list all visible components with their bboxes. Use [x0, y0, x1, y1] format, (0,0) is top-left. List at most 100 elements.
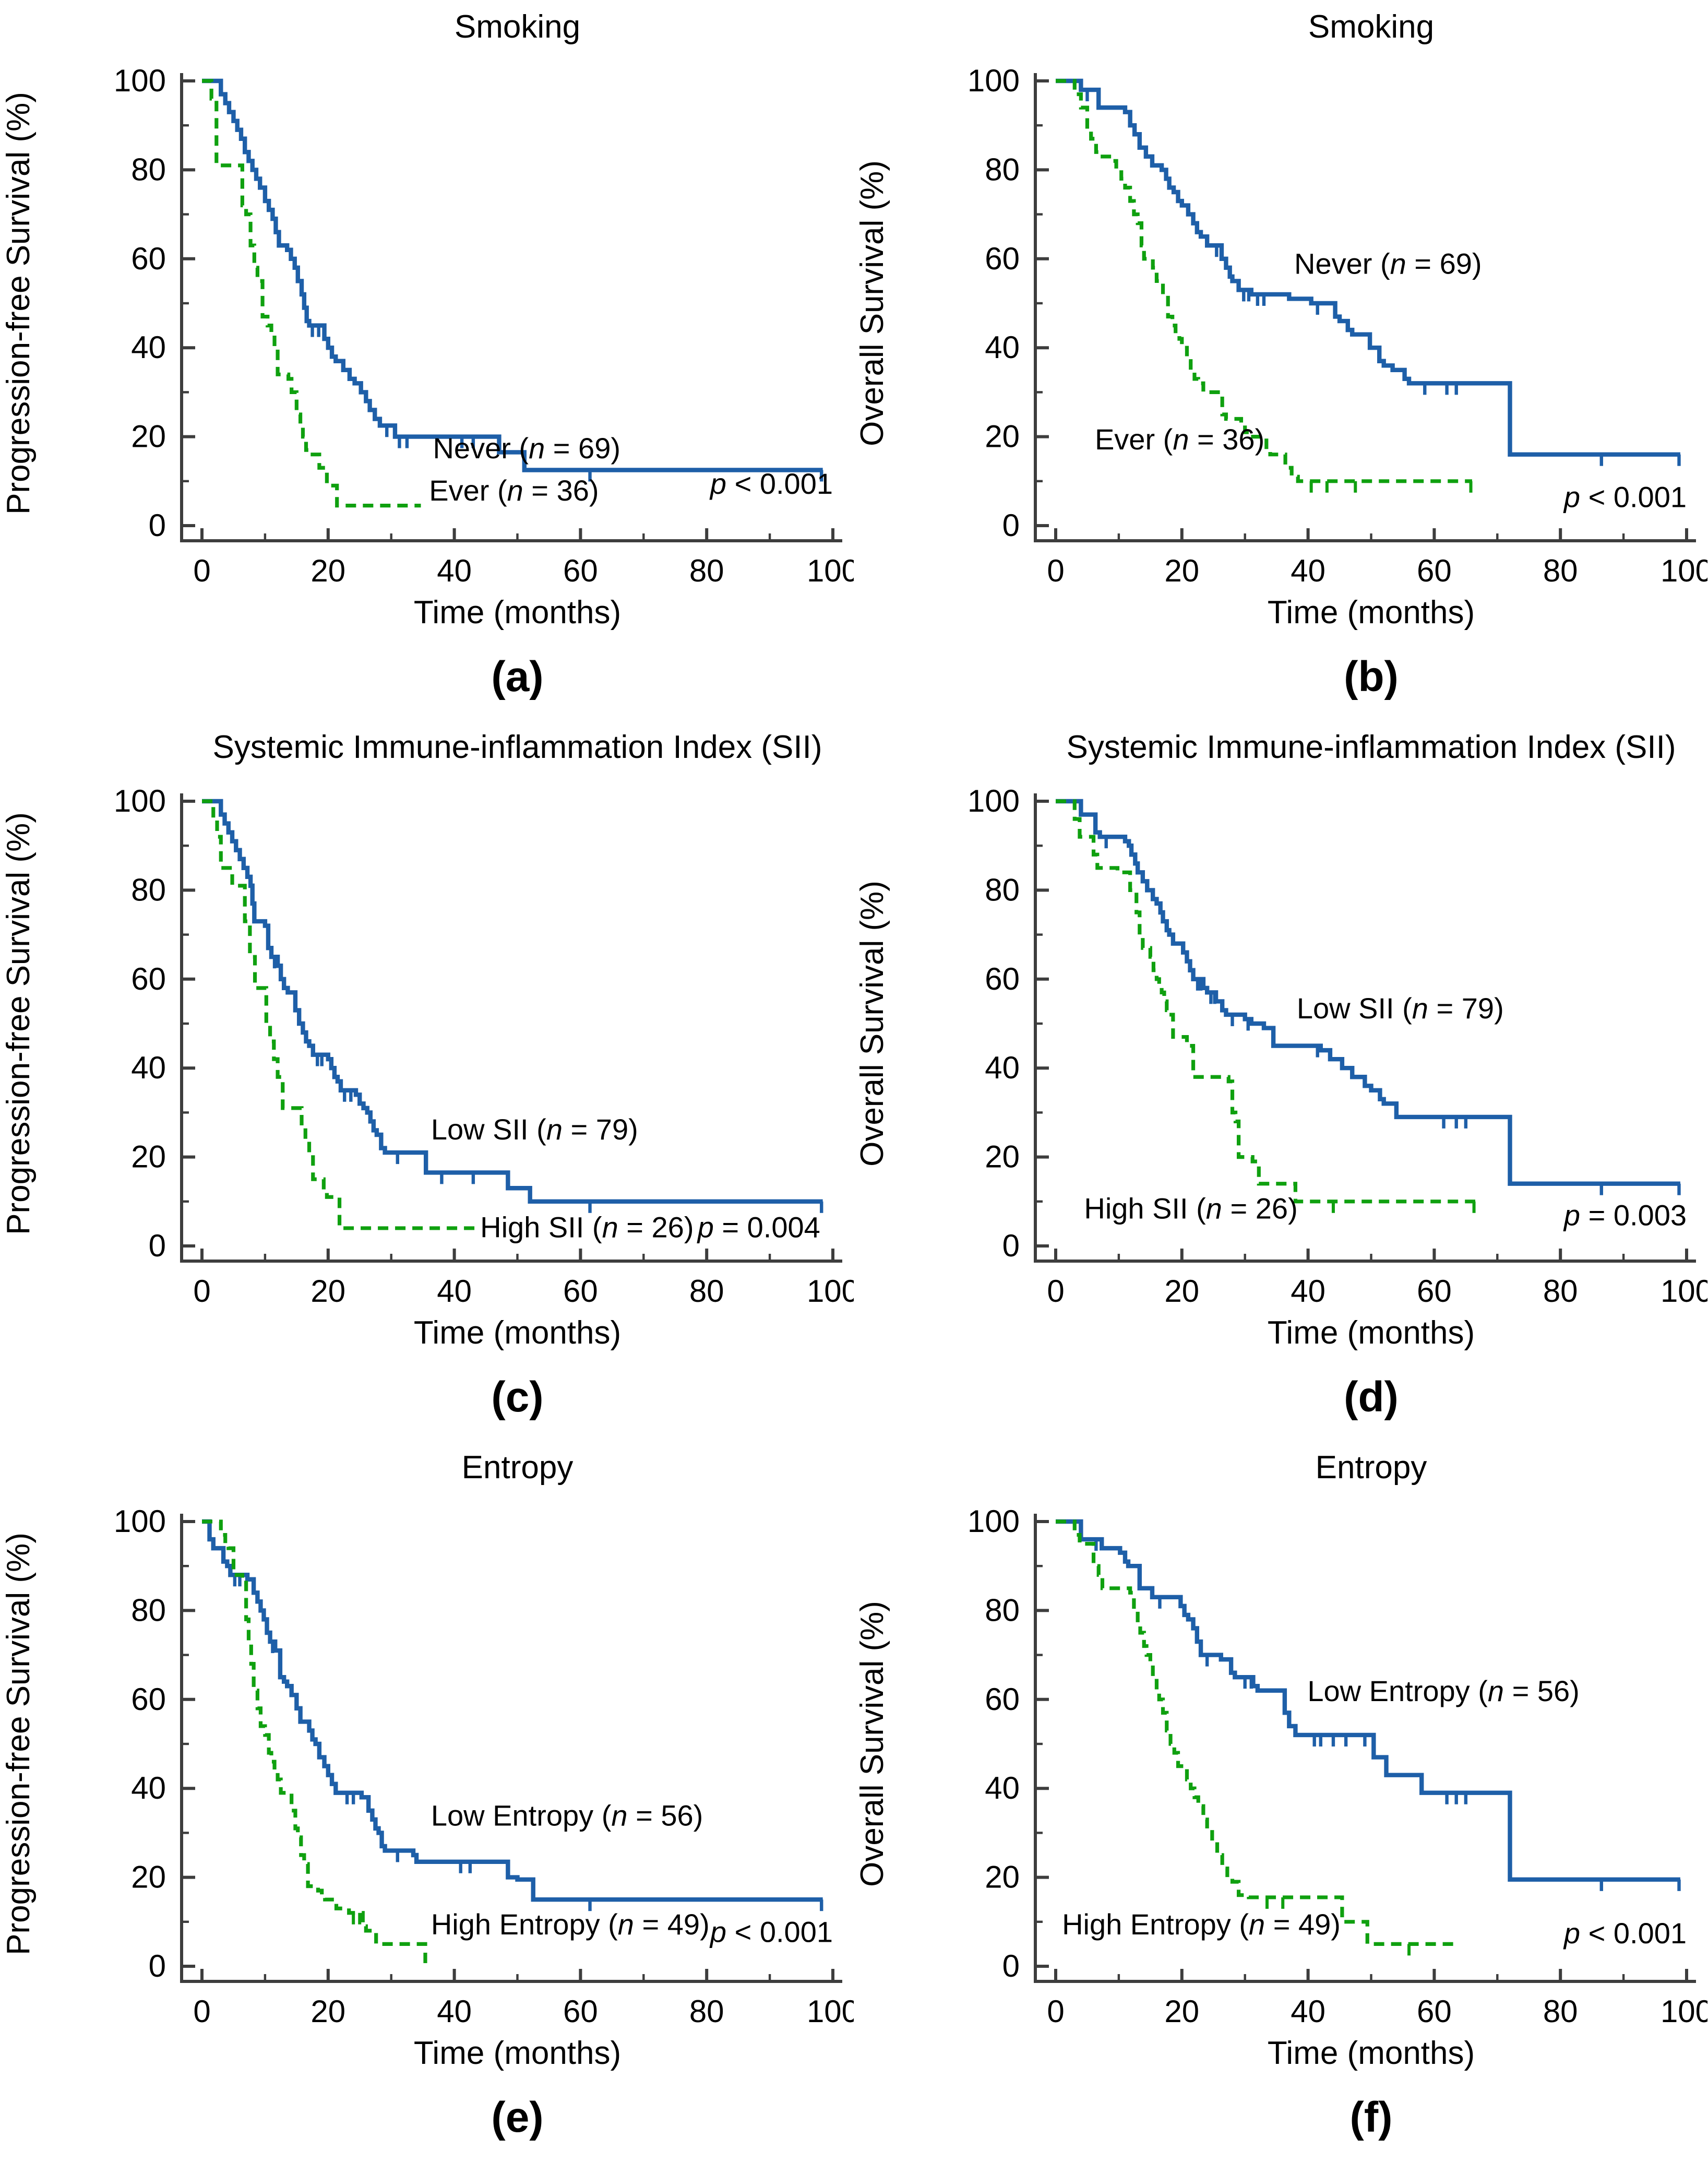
- series-label-never: Never (n = 69): [1294, 247, 1482, 280]
- series-label-never: Never (n = 69): [433, 432, 620, 465]
- axis-ticks: [182, 79, 834, 541]
- panel-title: Entropy: [1316, 1450, 1427, 1486]
- x-tick-label: 0: [193, 1274, 210, 1309]
- y-tick-label: 0: [149, 1228, 166, 1263]
- y-tick-label: 0: [1002, 508, 1020, 543]
- x-axis-label: Time (months): [1268, 1315, 1475, 1351]
- axes-frame: [1034, 793, 1696, 1263]
- y-tick-label: 80: [131, 152, 166, 187]
- p-value-label: p < 0.001: [1563, 1917, 1687, 1950]
- x-tick-label: 20: [310, 553, 345, 588]
- panel-letter: (e): [491, 2094, 543, 2141]
- x-tick-label: 100: [1661, 553, 1707, 588]
- y-tick-label: 40: [985, 1050, 1020, 1085]
- x-tick-label: 0: [1047, 1274, 1064, 1309]
- y-tick-label: 20: [131, 1139, 166, 1174]
- series-label-high-sii: High SII (n = 26): [1084, 1192, 1297, 1225]
- axis-ticks: [1035, 1520, 1688, 1981]
- panel-e: Entropy Progression-free Survival (%) Time…: [0, 1441, 854, 2161]
- x-tick-label: 80: [689, 553, 724, 588]
- p-value-label: p < 0.001: [1563, 481, 1687, 514]
- x-tick-label: 0: [1047, 553, 1064, 588]
- y-tick-label: 40: [131, 1771, 166, 1805]
- x-tick-label: 100: [807, 1274, 854, 1309]
- x-tick-label: 60: [1417, 553, 1452, 588]
- x-tick-label: 0: [193, 553, 210, 588]
- y-tick-label: 80: [985, 152, 1020, 187]
- series-label-low-entropy: Low Entropy (n = 56): [431, 1799, 703, 1832]
- y-tick-label: 80: [985, 872, 1020, 907]
- y-tick-label: 100: [968, 1504, 1020, 1539]
- axis-ticks: [1035, 800, 1688, 1261]
- y-tick-label: 80: [131, 1593, 166, 1628]
- panel-c: Systemic Immune-inflammation Index (SII)…: [0, 720, 854, 1441]
- y-tick-label: 100: [114, 783, 166, 818]
- x-tick-label: 20: [1164, 1994, 1199, 2029]
- x-tick-label: 40: [437, 1274, 472, 1309]
- x-axis-label: Time (months): [414, 1315, 621, 1351]
- y-tick-label: 20: [131, 1860, 166, 1895]
- x-tick-label: 20: [1164, 553, 1199, 588]
- y-axis-label: Overall Survival (%): [854, 1601, 890, 1887]
- y-tick-label: 20: [985, 419, 1020, 454]
- axes-frame: [1034, 1514, 1696, 1983]
- panel-title: Smoking: [1308, 9, 1434, 45]
- y-tick-label: 60: [131, 1682, 166, 1717]
- y-tick-label: 0: [1002, 1228, 1020, 1263]
- series-line-high-sii: [1056, 799, 1475, 1204]
- censor-marks-ever: [1309, 481, 1473, 493]
- km-plot-f: Entropy Overall Survival (%) Time (months)…: [854, 1450, 1707, 2141]
- panel-f: Entropy Overall Survival (%) Time (months)…: [854, 1441, 1707, 2161]
- y-tick-label: 80: [131, 872, 166, 907]
- y-tick-label: 40: [131, 330, 166, 365]
- panel-b: Smoking Overall Survival (%) Time (months)…: [854, 0, 1707, 720]
- x-tick-label: 20: [310, 1994, 345, 2029]
- x-tick-label: 100: [1661, 1274, 1707, 1309]
- y-tick-label: 60: [985, 241, 1020, 276]
- panel-letter: (d): [1344, 1373, 1399, 1421]
- km-plot-a: Smoking Progression-free Survival (%) Time…: [1, 9, 854, 700]
- y-tick-label: 40: [131, 1050, 166, 1085]
- y-tick-label: 60: [985, 1682, 1020, 1717]
- x-tick-label: 60: [1417, 1274, 1452, 1309]
- y-tick-label: 80: [985, 1593, 1020, 1628]
- x-tick-label: 80: [689, 1274, 724, 1309]
- x-tick-label: 60: [563, 553, 598, 588]
- y-tick-label: 20: [985, 1860, 1020, 1895]
- y-axis-label: Progression-free Survival (%): [1, 92, 37, 515]
- series-line-low-entropy: [1056, 1519, 1680, 1882]
- censor-marks-low-sii: [272, 957, 823, 1213]
- panel-letter: (a): [491, 653, 543, 700]
- km-plot-d: Systemic Immune-inflammation Index (SII)…: [854, 729, 1707, 1421]
- y-axis-label: Progression-free Survival (%): [1, 812, 37, 1235]
- x-tick-label: 60: [563, 1274, 598, 1309]
- x-tick-label: 100: [807, 1994, 854, 2029]
- x-tick-label: 80: [689, 1994, 724, 2029]
- y-tick-label: 60: [131, 961, 166, 996]
- series-label-low-sii: Low SII (n = 79): [431, 1113, 638, 1146]
- x-tick-label: 0: [193, 1994, 210, 2029]
- censor-marks-high-entropy: [352, 1912, 362, 1925]
- km-plot-b: Smoking Overall Survival (%) Time (months)…: [854, 9, 1707, 700]
- axis-ticks: [1035, 79, 1688, 541]
- y-tick-label: 60: [985, 961, 1020, 996]
- series-label-low-sii: Low SII (n = 79): [1297, 992, 1504, 1025]
- panel-a: Smoking Progression-free Survival (%) Time…: [0, 0, 854, 720]
- series-label-high-sii: High SII (n = 26): [480, 1210, 694, 1243]
- x-tick-label: 80: [1543, 553, 1578, 588]
- series-label-low-entropy: Low Entropy (n = 56): [1307, 1674, 1579, 1707]
- x-tick-label: 60: [1417, 1994, 1452, 2029]
- series-line-high-entropy: [202, 1519, 427, 1966]
- p-value-label: p = 0.003: [1563, 1198, 1687, 1231]
- x-axis-label: Time (months): [1268, 2035, 1475, 2071]
- panel-title: Entropy: [462, 1450, 574, 1486]
- series-line-ever: [1056, 79, 1472, 483]
- y-axis-label: Overall Survival (%): [854, 881, 890, 1167]
- p-value-label: p = 0.004: [697, 1210, 820, 1243]
- series-line-low-entropy: [202, 1519, 823, 1902]
- x-tick-label: 40: [1291, 553, 1325, 588]
- x-tick-label: 20: [1164, 1274, 1199, 1309]
- censor-marks-high-entropy: [1265, 1897, 1411, 1956]
- x-tick-label: 0: [1047, 1994, 1064, 2029]
